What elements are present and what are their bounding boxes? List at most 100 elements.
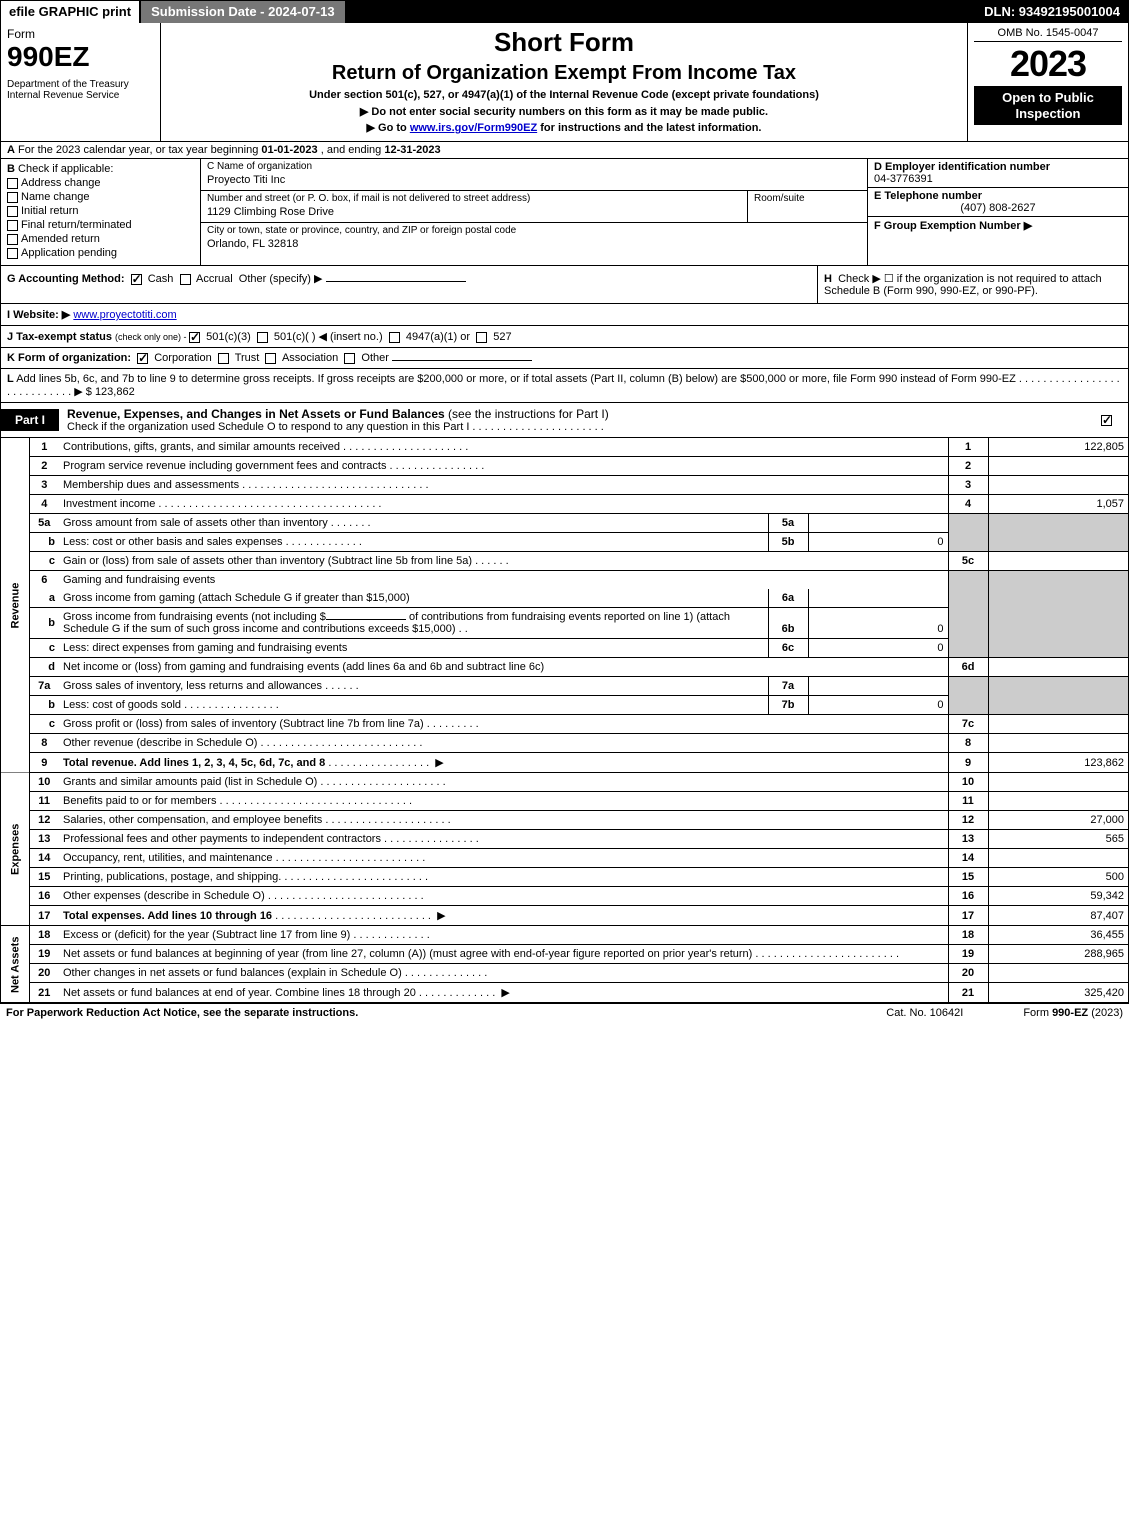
chk-other-org[interactable] bbox=[344, 353, 355, 364]
line-6a-desc: Gross income from gaming (attach Schedul… bbox=[63, 592, 410, 604]
line-6b-num: b bbox=[29, 608, 59, 639]
line-8-col: 8 bbox=[948, 734, 988, 753]
paperwork-notice: For Paperwork Reduction Act Notice, see … bbox=[6, 1007, 358, 1019]
short-form-title: Short Form bbox=[167, 27, 961, 58]
department: Department of the Treasury Internal Reve… bbox=[7, 79, 154, 101]
line-6c-num: c bbox=[29, 639, 59, 658]
grey-5ab bbox=[948, 514, 988, 552]
grey-5ab-val bbox=[988, 514, 1128, 552]
line-18: Net Assets 18 Excess or (deficit) for th… bbox=[1, 926, 1128, 945]
line-6d-desc: Net income or (loss) from gaming and fun… bbox=[63, 661, 544, 673]
line-14-col: 14 bbox=[948, 849, 988, 868]
line-7c-col: 7c bbox=[948, 715, 988, 734]
line-19-desc: Net assets or fund balances at beginning… bbox=[63, 948, 752, 960]
line-7b-subcol: 7b bbox=[768, 696, 808, 715]
goto-notice: ▶ Go to www.irs.gov/Form990EZ for instru… bbox=[167, 121, 961, 134]
line-4-val: 1,057 bbox=[988, 495, 1128, 514]
under-section: Under section 501(c), 527, or 4947(a)(1)… bbox=[167, 89, 961, 101]
line-13-col: 13 bbox=[948, 830, 988, 849]
line-10-num: 10 bbox=[29, 773, 59, 792]
form-number: 990EZ bbox=[7, 41, 154, 73]
line-6a-subcol: 6a bbox=[768, 589, 808, 608]
chk-trust[interactable] bbox=[218, 353, 229, 364]
line-9-col: 9 bbox=[948, 753, 988, 773]
line-13-desc: Professional fees and other payments to … bbox=[63, 833, 381, 845]
chk-initial-return[interactable]: Initial return bbox=[7, 205, 194, 217]
k-label: K Form of organization: bbox=[7, 352, 131, 364]
form-no-bold: 990-EZ bbox=[1052, 1007, 1088, 1019]
row-a-tax-year: A For the 2023 calendar year, or tax yea… bbox=[1, 142, 1128, 159]
line-16-desc: Other expenses (describe in Schedule O) bbox=[63, 890, 265, 902]
line-3-num: 3 bbox=[29, 476, 59, 495]
d-ein: D Employer identification number 04-3776… bbox=[868, 159, 1128, 188]
netassets-side-label: Net Assets bbox=[1, 926, 29, 1003]
chk-501c3[interactable] bbox=[189, 332, 200, 343]
chk-501c[interactable] bbox=[257, 332, 268, 343]
chk-assoc[interactable] bbox=[265, 353, 276, 364]
line-21-col: 21 bbox=[948, 983, 988, 1003]
line-19-col: 19 bbox=[948, 945, 988, 964]
chk-final-return[interactable]: Final return/terminated bbox=[7, 219, 194, 231]
chk-cash[interactable] bbox=[131, 274, 142, 285]
j-opt2: 501(c)( ) ◀ (insert no.) bbox=[274, 331, 383, 343]
return-title: Return of Organization Exempt From Incom… bbox=[167, 62, 961, 85]
line-12-col: 12 bbox=[948, 811, 988, 830]
line-6a-num: a bbox=[29, 589, 59, 608]
part1-sub: Check if the organization used Schedule … bbox=[67, 421, 1080, 433]
form-header: Form 990EZ Department of the Treasury In… bbox=[1, 23, 1128, 142]
line-7c-num: c bbox=[29, 715, 59, 734]
d-value: 04-3776391 bbox=[874, 173, 933, 185]
efile-print[interactable]: efile GRAPHIC print bbox=[1, 1, 139, 23]
line-8: 8 Other revenue (describe in Schedule O)… bbox=[1, 734, 1128, 753]
line-6a-subval bbox=[808, 589, 948, 608]
irs-link[interactable]: www.irs.gov/Form990EZ bbox=[410, 122, 537, 134]
line-5a-subcol: 5a bbox=[768, 514, 808, 533]
chk-accrual[interactable] bbox=[180, 274, 191, 285]
line-12: 12 Salaries, other compensation, and emp… bbox=[1, 811, 1128, 830]
line-1-val: 122,805 bbox=[988, 438, 1128, 457]
line-11-desc: Benefits paid to or for members bbox=[63, 795, 216, 807]
c-name-value: Proyecto Titi Inc bbox=[201, 174, 867, 190]
chk-name-change[interactable]: Name change bbox=[7, 191, 194, 203]
chk-4947[interactable] bbox=[389, 332, 400, 343]
chk-amended-return-label: Amended return bbox=[21, 233, 100, 245]
f-group-exempt: F Group Exemption Number ▶ bbox=[868, 217, 1128, 265]
line-1: Revenue 1 Contributions, gifts, grants, … bbox=[1, 438, 1128, 457]
line-7c-desc: Gross profit or (loss) from sales of inv… bbox=[63, 718, 424, 730]
j-opt4: 527 bbox=[493, 331, 511, 343]
line-20-val bbox=[988, 964, 1128, 983]
chk-address-change[interactable]: Address change bbox=[7, 177, 194, 189]
form-label: Form bbox=[7, 27, 154, 41]
line-17-num: 17 bbox=[29, 906, 59, 926]
j-opt3: 4947(a)(1) or bbox=[406, 331, 470, 343]
grey-7ab-val bbox=[988, 677, 1128, 715]
form-no-post: (2023) bbox=[1088, 1007, 1123, 1019]
i-value[interactable]: www.proyectotiti.com bbox=[73, 309, 176, 321]
line-2-col: 2 bbox=[948, 457, 988, 476]
cat-no: Cat. No. 10642I bbox=[886, 1007, 963, 1019]
chk-amended-return[interactable]: Amended return bbox=[7, 233, 194, 245]
grey-6abc bbox=[948, 571, 988, 658]
part1-title-paren: (see the instructions for Part I) bbox=[448, 407, 609, 421]
line-3-desc: Membership dues and assessments bbox=[63, 479, 239, 491]
part1-schedule-o-check[interactable] bbox=[1088, 414, 1128, 426]
g-accounting: G Accounting Method: Cash Accrual Other … bbox=[1, 266, 818, 303]
chk-application-pending[interactable]: Application pending bbox=[7, 247, 194, 259]
chk-application-pending-label: Application pending bbox=[21, 247, 117, 259]
part1-tab: Part I bbox=[1, 409, 59, 431]
line-5c-col: 5c bbox=[948, 552, 988, 571]
line-2-desc: Program service revenue including govern… bbox=[63, 460, 386, 472]
grey-7ab bbox=[948, 677, 988, 715]
line-6c-subcol: 6c bbox=[768, 639, 808, 658]
line-5a-desc: Gross amount from sale of assets other t… bbox=[63, 517, 328, 529]
line-12-val: 27,000 bbox=[988, 811, 1128, 830]
row-gh: G Accounting Method: Cash Accrual Other … bbox=[1, 266, 1128, 304]
line-15: 15 Printing, publications, postage, and … bbox=[1, 868, 1128, 887]
chk-527[interactable] bbox=[476, 332, 487, 343]
chk-corp[interactable] bbox=[137, 353, 148, 364]
line-7a-desc: Gross sales of inventory, less returns a… bbox=[63, 680, 322, 692]
line-17: 17 Total expenses. Add lines 10 through … bbox=[1, 906, 1128, 926]
g-label: G Accounting Method: bbox=[7, 273, 125, 285]
line-7a-subval bbox=[808, 677, 948, 696]
l-text: Add lines 5b, 6c, and 7b to line 9 to de… bbox=[7, 373, 1120, 398]
